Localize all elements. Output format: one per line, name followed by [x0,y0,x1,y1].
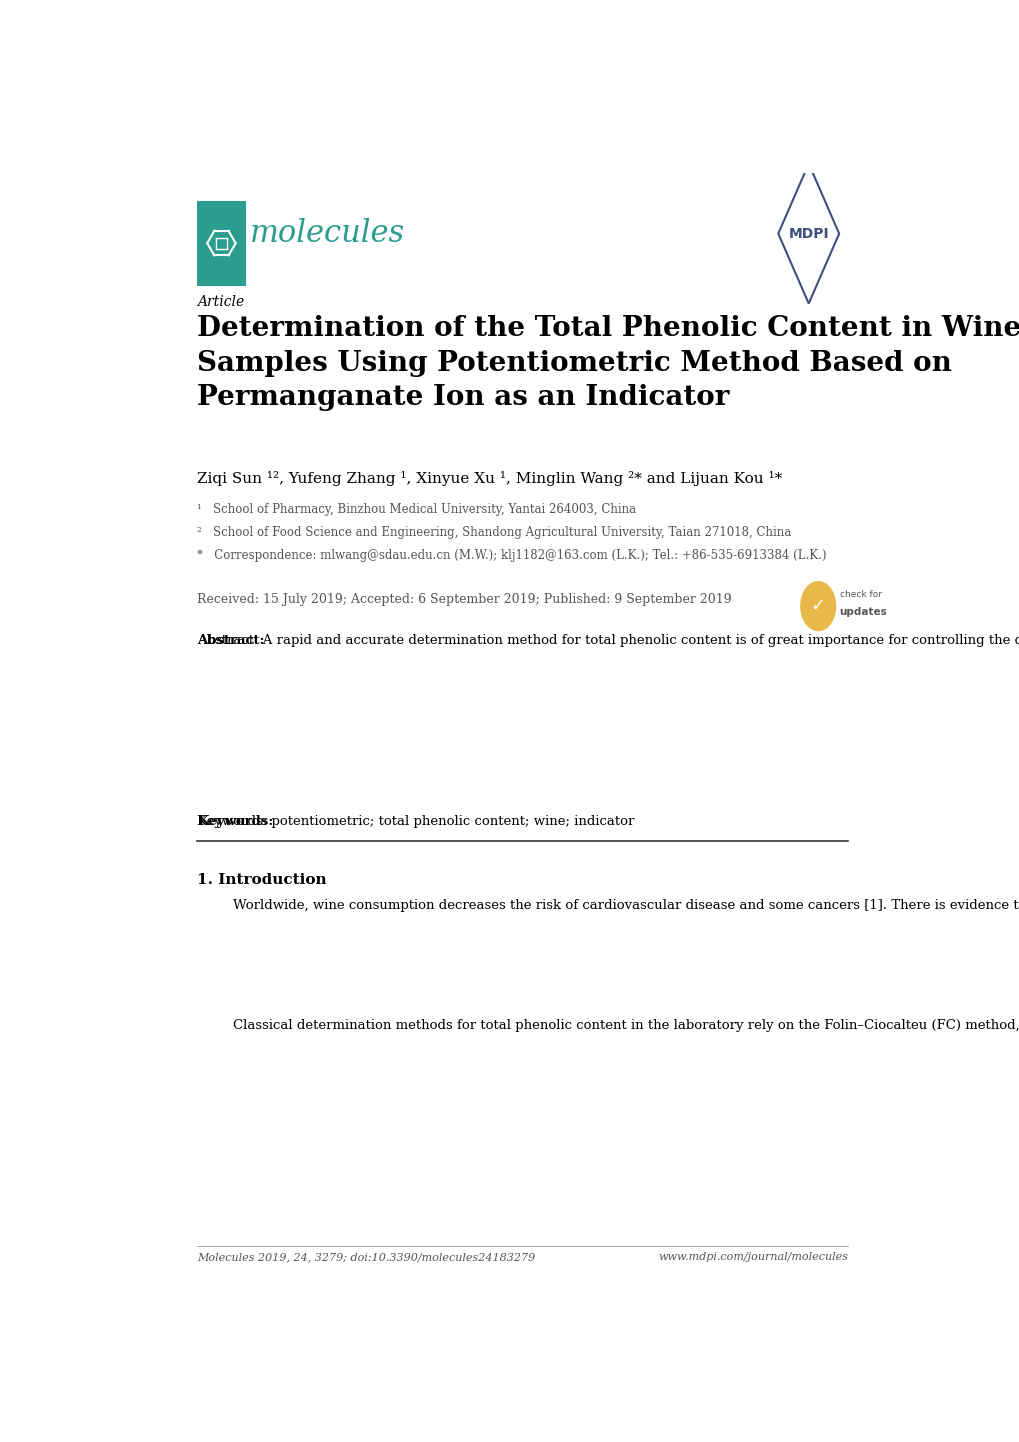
Text: Classical determination methods for total phenolic content in the laboratory rel: Classical determination methods for tota… [232,1019,1019,1032]
Polygon shape [777,163,839,304]
Text: Keywords:: Keywords: [197,815,273,828]
Text: ¹   School of Pharmacy, Binzhou Medical University, Yantai 264003, China: ¹ School of Pharmacy, Binzhou Medical Un… [197,503,636,516]
Text: check for: check for [839,590,880,600]
Text: 1. Introduction: 1. Introduction [197,872,326,887]
Text: Received: 15 July 2019; Accepted: 6 September 2019; Published: 9 September 2019: Received: 15 July 2019; Accepted: 6 Sept… [197,593,732,606]
Text: Ziqi Sun ¹², Yufeng Zhang ¹, Xinyue Xu ¹, Minglin Wang ²* and Lijuan Kou ¹*: Ziqi Sun ¹², Yufeng Zhang ¹, Xinyue Xu ¹… [197,470,782,486]
Text: ✓: ✓ [810,597,825,616]
Text: Worldwide, wine consumption decreases the risk of cardiovascular disease and som: Worldwide, wine consumption decreases th… [232,900,1019,913]
FancyBboxPatch shape [197,200,246,286]
Text: Article: Article [197,296,245,309]
Circle shape [800,581,835,630]
Text: ²   School of Food Science and Engineering, Shandong Agricultural University, Ta: ² School of Food Science and Engineering… [197,526,791,539]
Text: Molecules 2019, 24, 3279; doi:10.3390/molecules24183279: Molecules 2019, 24, 3279; doi:10.3390/mo… [197,1252,535,1262]
Text: Determination of the Total Phenolic Content in Wine
Samples Using Potentiometric: Determination of the Total Phenolic Cont… [197,316,1019,411]
Text: www.mdpi.com/journal/molecules: www.mdpi.com/journal/molecules [657,1252,848,1262]
Text: Abstract:: Abstract: [197,634,265,647]
Text: updates: updates [839,607,887,617]
Text: Keywords: potentiometric; total phenolic content; wine; indicator: Keywords: potentiometric; total phenolic… [197,815,634,828]
Text: molecules: molecules [250,218,405,249]
Text: MDPI: MDPI [788,226,828,241]
Text: *   Correspondence: mlwang@sdau.edu.cn (M.W.); klj1182@163.com (L.K.); Tel.: +86: * Correspondence: mlwang@sdau.edu.cn (M.… [197,549,826,562]
Text: Abstract: A rapid and accurate determination method for total phenolic content i: Abstract: A rapid and accurate determina… [197,634,1019,647]
